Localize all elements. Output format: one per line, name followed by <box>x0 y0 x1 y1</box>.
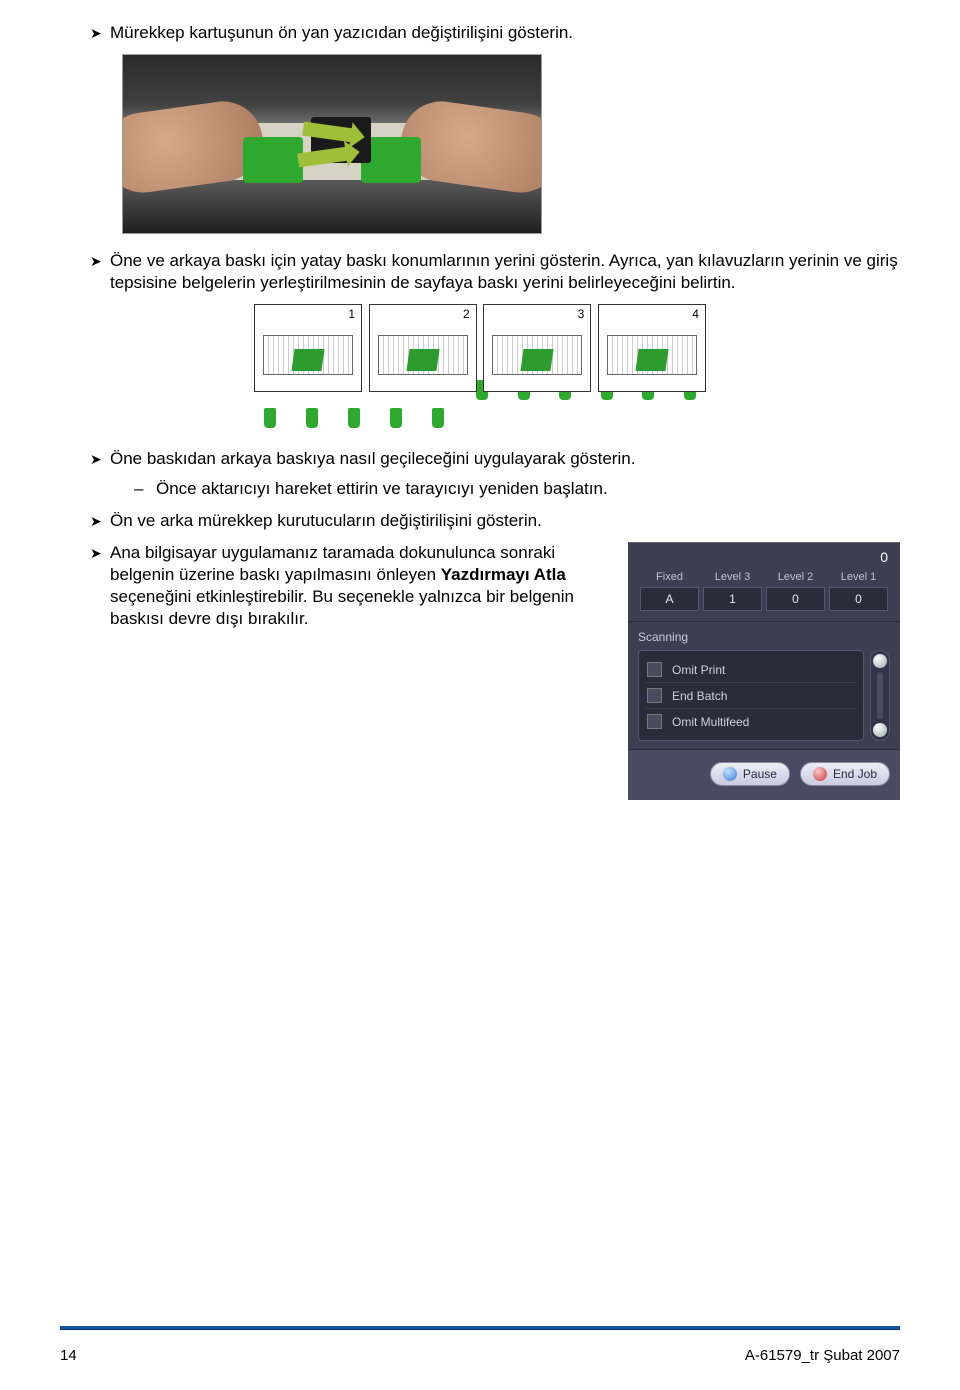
footer-rule <box>60 1326 900 1330</box>
chevron-right-icon: ➤ <box>90 448 110 470</box>
bullet-5-text: Ana bilgisayar uygulamanız taramada doku… <box>110 542 608 630</box>
pause-button[interactable]: Pause <box>710 762 790 786</box>
cartridge-photo <box>122 54 542 234</box>
diagram-panel: 3 <box>483 304 591 392</box>
option-label: End Batch <box>672 689 727 703</box>
diagram-panel: 2 <box>369 304 477 392</box>
option-label: Omit Print <box>672 663 725 677</box>
b5-p2: seçeneğini etkinleştirebilir. Bu seçenek… <box>110 587 574 628</box>
col-value: A <box>640 587 699 611</box>
bullet-2: ➤ Öne ve arkaya baskı için yatay baskı k… <box>90 250 900 294</box>
options-list: Omit Print End Batch Omit Multifeed <box>638 650 864 741</box>
level-table: Fixed Level 3 Level 2 Level 1 A 1 0 0 <box>628 569 900 621</box>
scrollbar[interactable] <box>870 650 890 741</box>
scanning-section: Scanning Omit Print End Batch <box>628 621 900 749</box>
bullet-3-sub: – Önce aktarıcıyı hareket ettirin ve tar… <box>134 478 900 500</box>
col-value: 0 <box>766 587 825 611</box>
chevron-right-icon: ➤ <box>90 510 110 532</box>
marker-row-left <box>254 408 454 428</box>
scanner-ui-panel: 0 Fixed Level 3 Level 2 Level 1 A 1 0 0 … <box>628 542 900 800</box>
bullet-4: ➤ Ön ve arka mürekkep kurutucuların deği… <box>90 510 900 532</box>
panel-number: 1 <box>348 307 355 321</box>
bullet-2-text: Öne ve arkaya baskı için yatay baskı kon… <box>110 250 900 294</box>
pause-label: Pause <box>743 767 777 781</box>
checkbox-icon[interactable] <box>647 688 662 703</box>
col-value: 1 <box>703 587 762 611</box>
scanning-label: Scanning <box>638 630 890 644</box>
chevron-right-icon: ➤ <box>90 22 110 44</box>
bullet-1: ➤ Mürekkep kartuşunun ön yan yazıcıdan d… <box>90 22 900 44</box>
option-item[interactable]: End Batch <box>645 683 857 709</box>
bullet-3-text: Öne baskıdan arkaya baskıya nasıl geçile… <box>110 448 900 470</box>
end-job-button[interactable]: End Job <box>800 762 890 786</box>
diagram-strip: 1 2 3 4 <box>254 304 706 428</box>
pause-icon <box>723 767 737 781</box>
col-header: Level 3 <box>701 569 764 585</box>
page-number: 14 <box>60 1347 77 1364</box>
col-header: Fixed <box>638 569 701 585</box>
page-content: ➤ Mürekkep kartuşunun ön yan yazıcıdan d… <box>60 0 900 800</box>
bullet-1-text: Mürekkep kartuşunun ön yan yazıcıdan değ… <box>110 22 900 44</box>
end-icon <box>813 767 827 781</box>
scroll-up-icon[interactable] <box>873 654 887 668</box>
checkbox-icon[interactable] <box>647 662 662 677</box>
end-label: End Job <box>833 767 877 781</box>
option-item[interactable]: Omit Multifeed <box>645 709 857 734</box>
panel-number: 3 <box>578 307 585 321</box>
checkbox-icon[interactable] <box>647 714 662 729</box>
bullet-5-row: ➤ Ana bilgisayar uygulamanız taramada do… <box>60 542 900 800</box>
chevron-right-icon: ➤ <box>90 542 110 564</box>
option-label: Omit Multifeed <box>672 715 749 729</box>
panel-number: 2 <box>463 307 470 321</box>
bullet-4-text: Ön ve arka mürekkep kurutucuların değişt… <box>110 510 900 532</box>
col-value: 0 <box>829 587 888 611</box>
option-item[interactable]: Omit Print <box>645 657 857 683</box>
counter-value: 0 <box>628 543 900 569</box>
col-header: Level 2 <box>764 569 827 585</box>
col-header: Level 1 <box>827 569 890 585</box>
chevron-right-icon: ➤ <box>90 250 110 272</box>
page-footer: 14 A-61579_tr Şubat 2007 <box>60 1347 900 1364</box>
doc-id: A-61579_tr Şubat 2007 <box>745 1347 900 1364</box>
diagram-panel: 1 <box>254 304 362 392</box>
b5-bold: Yazdırmayı Atla <box>441 565 566 584</box>
bullet-3: ➤ Öne baskıdan arkaya baskıya nasıl geçi… <box>90 448 900 500</box>
panel-number: 4 <box>692 307 699 321</box>
diagram-panel: 4 <box>598 304 706 392</box>
button-row: Pause End Job <box>628 749 900 800</box>
scroll-down-icon[interactable] <box>873 723 887 737</box>
bullet-3-sub-text: Önce aktarıcıyı hareket ettirin ve taray… <box>156 478 900 500</box>
dash-icon: – <box>134 478 156 500</box>
